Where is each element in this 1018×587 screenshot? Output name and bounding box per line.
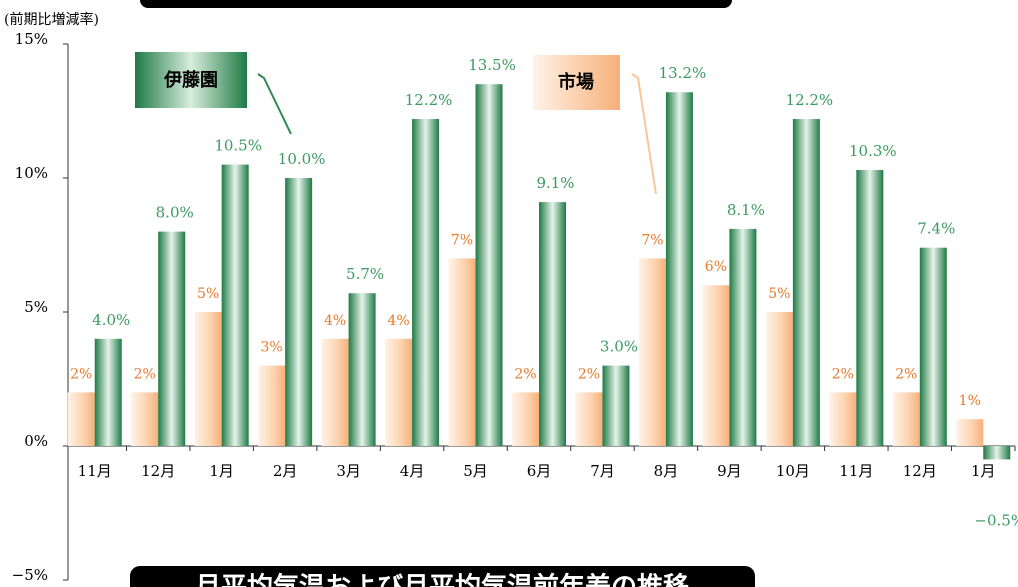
- legend-label: 市場: [558, 71, 594, 93]
- bar: [321, 338, 349, 446]
- value-label: 4%: [387, 313, 409, 329]
- value-label: −0.5%: [974, 511, 1018, 529]
- bar: [94, 338, 122, 446]
- bar: [67, 392, 95, 446]
- value-label: 10.3%: [849, 142, 897, 160]
- bar: [665, 92, 693, 447]
- y-tick-label: 10%: [15, 164, 48, 182]
- x-tick-label: 12月: [141, 462, 175, 480]
- bar: [258, 365, 286, 446]
- value-label: 4.0%: [92, 311, 130, 329]
- value-label: 2%: [832, 366, 854, 382]
- bar: [385, 338, 413, 446]
- bar: [829, 392, 857, 446]
- caption: 月平均気温および月平均気温前年差の推移: [194, 572, 689, 587]
- x-tick-label: 5月: [463, 462, 488, 480]
- bar: [856, 169, 884, 446]
- value-label: 3%: [261, 340, 283, 356]
- bar: [221, 164, 249, 446]
- bar: [158, 231, 186, 446]
- x-tick-label: 11月: [78, 462, 112, 480]
- bar: [348, 293, 376, 446]
- value-label: 2%: [514, 366, 536, 382]
- value-label: 2%: [578, 366, 600, 382]
- value-label: 5.7%: [346, 265, 384, 283]
- value-label: 12.2%: [786, 91, 834, 109]
- bar: [131, 392, 159, 446]
- bar: [448, 258, 476, 446]
- value-label: 2%: [895, 366, 917, 382]
- x-tick-label: 2月: [273, 462, 298, 480]
- bar: [892, 392, 920, 446]
- x-tick-label: 9月: [717, 462, 742, 480]
- y-tick-label: 5%: [24, 298, 48, 316]
- legend-box: [135, 52, 247, 108]
- bar: [539, 202, 566, 446]
- bar: [475, 84, 503, 446]
- value-label: 7.4%: [917, 220, 955, 238]
- legend-callout: [631, 73, 657, 195]
- x-tick-label: 11月: [839, 462, 873, 480]
- legend-label: 伊藤園: [163, 69, 218, 91]
- x-tick-label: 3月: [336, 462, 361, 480]
- value-label: 7%: [641, 232, 663, 248]
- value-label: 7%: [451, 232, 473, 248]
- value-label: 8.1%: [727, 201, 765, 219]
- y-tick-label: 15%: [15, 30, 48, 48]
- top-banner: [140, 0, 732, 8]
- value-label: 8.0%: [156, 204, 194, 222]
- bar: [285, 178, 313, 446]
- bar: [512, 392, 539, 446]
- x-tick-label: 10月: [776, 462, 810, 480]
- bar: [575, 392, 603, 446]
- legend-callout: [257, 73, 292, 135]
- bar: [792, 119, 820, 446]
- y-axis-label: (前期比増減率): [4, 11, 99, 28]
- bar: [602, 365, 630, 446]
- x-tick-label: 8月: [654, 462, 679, 480]
- legend-box: [533, 55, 620, 110]
- bar: [919, 247, 947, 446]
- x-tick-label: 12月: [903, 462, 937, 480]
- bar: [702, 285, 730, 446]
- value-label: 2%: [70, 366, 92, 382]
- bar: [729, 228, 757, 446]
- x-tick-label: 1月: [971, 462, 996, 480]
- value-label: 4%: [324, 313, 346, 329]
- bar: [638, 258, 666, 446]
- x-tick-label: 4月: [400, 462, 425, 480]
- y-tick-label: −5%: [12, 566, 48, 584]
- value-label: 12.2%: [405, 91, 453, 109]
- bar: [956, 419, 984, 446]
- value-label: 1%: [959, 393, 981, 409]
- bar: [194, 312, 222, 446]
- value-label: 6%: [705, 259, 727, 275]
- value-label: 5%: [197, 286, 219, 302]
- value-label: 5%: [768, 286, 790, 302]
- y-tick-label: 0%: [24, 432, 48, 450]
- value-label: 13.2%: [659, 64, 707, 82]
- value-label: 10.5%: [214, 137, 262, 155]
- bar: [765, 312, 793, 446]
- x-tick-label: 7月: [590, 462, 615, 480]
- x-tick-label: 1月: [209, 462, 234, 480]
- value-label: 3.0%: [600, 338, 638, 356]
- bottom-banner: [130, 566, 755, 587]
- value-label: 9.1%: [536, 174, 574, 192]
- bar: [983, 446, 1011, 460]
- bar: [412, 119, 440, 446]
- value-label: 2%: [134, 366, 156, 382]
- value-label: 13.5%: [468, 56, 516, 74]
- x-tick-label: 6月: [527, 462, 552, 480]
- value-label: 10.0%: [278, 150, 326, 168]
